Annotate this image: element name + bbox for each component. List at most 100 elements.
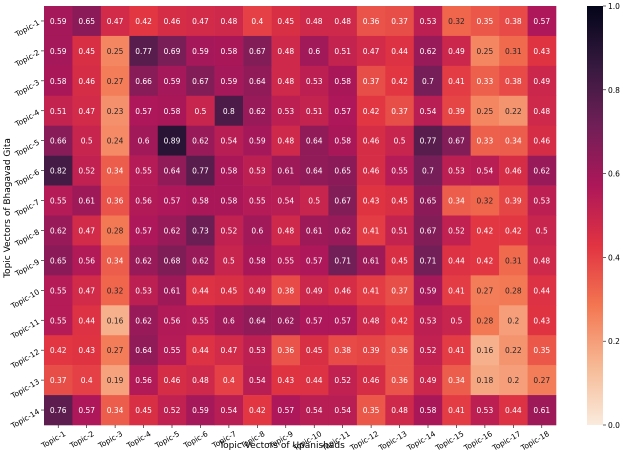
cell-value-label: 0.49: [533, 77, 550, 86]
heatmap-cell: [214, 185, 244, 216]
cell-value-label: 0.7: [422, 77, 434, 86]
heatmap-cell: [129, 215, 159, 246]
heatmap-cell: [470, 95, 500, 127]
cell-value-label: 0.55: [391, 167, 408, 176]
heatmap-cell: [356, 65, 386, 97]
y-axis-label: Topic Vectors of Bhagavad Gita: [3, 138, 13, 279]
heatmap-cell: [44, 275, 73, 306]
heatmap-cell: [243, 155, 272, 186]
heatmap-cell: [243, 125, 272, 156]
heatmap-cell: [356, 125, 386, 156]
cell-value-label: 0.67: [448, 137, 465, 146]
heatmap-cell: [72, 395, 102, 426]
heatmap-cell: [413, 245, 443, 276]
heatmap-cell: [442, 125, 471, 156]
colorbar-tick-label: 0.6: [608, 170, 620, 179]
cell-value-label: 0.53: [477, 406, 494, 415]
cell-value-label: 0.44: [78, 316, 95, 325]
heatmap-cell: [527, 125, 557, 156]
heatmap-cell: [271, 6, 301, 37]
cell-value-label: 0.62: [249, 107, 266, 116]
heatmap-cell: [356, 365, 386, 396]
heatmap-cell: [356, 6, 386, 37]
cell-value-label: 0.67: [192, 77, 209, 86]
heatmap-cell: [300, 305, 329, 336]
heatmap-cell: [470, 395, 500, 426]
cell-value-label: 0.55: [135, 167, 152, 176]
heatmap-cell: [442, 305, 471, 336]
cell-value-label: 0.55: [50, 286, 67, 295]
heatmap-cell: [243, 335, 272, 366]
cell-value-label: 0.57: [277, 406, 294, 415]
cell-value-label: 0.53: [277, 107, 294, 116]
cell-value-label: 0.48: [363, 316, 380, 325]
cell-value-label: 0.34: [448, 376, 465, 385]
cell-value-label: 0.37: [363, 77, 380, 86]
heatmap-cell: [157, 185, 187, 216]
cell-value-label: 0.37: [391, 286, 408, 295]
heatmap-cell: [129, 35, 159, 67]
cell-value-label: 0.65: [334, 167, 351, 176]
cell-value-label: 0.42: [477, 226, 494, 235]
colorbar-tick-label: 1.0: [608, 2, 620, 11]
cell-value-label: 0.66: [135, 77, 152, 86]
cell-value-label: 0.64: [306, 167, 323, 176]
cell-value-label: 0.76: [50, 406, 67, 415]
cell-value-label: 0.41: [448, 286, 465, 295]
cell-value-label: 0.67: [334, 197, 351, 206]
cell-value-label: 0.59: [249, 137, 266, 146]
colorbar-tick-label: 0.0: [608, 421, 620, 430]
cell-value-label: 0.52: [448, 226, 465, 235]
cell-value-label: 0.62: [533, 167, 550, 176]
cell-value-label: 0.41: [363, 286, 380, 295]
heatmap-cell: [356, 305, 386, 336]
heatmap-cell: [470, 365, 500, 396]
x-tick-label: Topic-16: [462, 429, 495, 452]
heatmap-cell: [356, 185, 386, 216]
heatmap-cell: [271, 245, 301, 276]
y-tick-label: Topic-12: [9, 347, 42, 371]
heatmap-cell: [470, 305, 500, 336]
cell-value-label: 0.62: [164, 226, 181, 235]
cell-value-label: 0.59: [50, 17, 67, 26]
heatmap-cell: [271, 395, 301, 426]
heatmap-cell: [157, 125, 187, 156]
cell-value-label: 0.31: [505, 256, 522, 265]
heatmap-cell: [499, 215, 528, 246]
cell-value-label: 0.16: [107, 316, 124, 325]
heatmap-cell: [214, 245, 244, 276]
heatmap-cell: [328, 155, 358, 186]
heatmap-cell: [470, 125, 500, 156]
cell-value-label: 0.47: [107, 17, 124, 26]
heatmap-cell: [72, 305, 102, 336]
cell-value-label: 0.41: [448, 77, 465, 86]
heatmap-cell: [300, 275, 329, 306]
cell-value-label: 0.53: [249, 167, 266, 176]
cell-value-label: 0.59: [164, 77, 181, 86]
heatmap-cell: [385, 6, 415, 37]
x-tick-label: Topic-14: [405, 429, 438, 452]
cell-value-label: 0.51: [306, 107, 323, 116]
cell-value-label: 0.47: [78, 286, 95, 295]
heatmap-cell: [214, 335, 244, 366]
cell-value-label: 0.58: [334, 137, 351, 146]
heatmap-cell: [157, 155, 187, 186]
heatmap-cell: [413, 65, 443, 97]
cell-value-label: 0.18: [477, 376, 494, 385]
cell-value-label: 0.58: [420, 406, 437, 415]
heatmap-cell: [214, 155, 244, 186]
heatmap-cell: [385, 275, 415, 306]
cell-value-label: 0.54: [249, 376, 266, 385]
cell-value-label: 0.61: [533, 406, 550, 415]
colorbar-tick-label: 0.4: [608, 253, 620, 262]
heatmap-cell: [300, 155, 329, 186]
cell-value-label: 0.57: [78, 406, 95, 415]
heatmap-cell: [527, 365, 557, 396]
heatmap-cell: [385, 335, 415, 366]
heatmap-cell: [413, 395, 443, 426]
heatmap-cell: [356, 395, 386, 426]
heatmap-cell: [300, 35, 329, 67]
cell-value-label: 0.64: [249, 316, 266, 325]
cell-value-label: 0.36: [277, 346, 294, 355]
cell-value-label: 0.54: [306, 406, 323, 415]
